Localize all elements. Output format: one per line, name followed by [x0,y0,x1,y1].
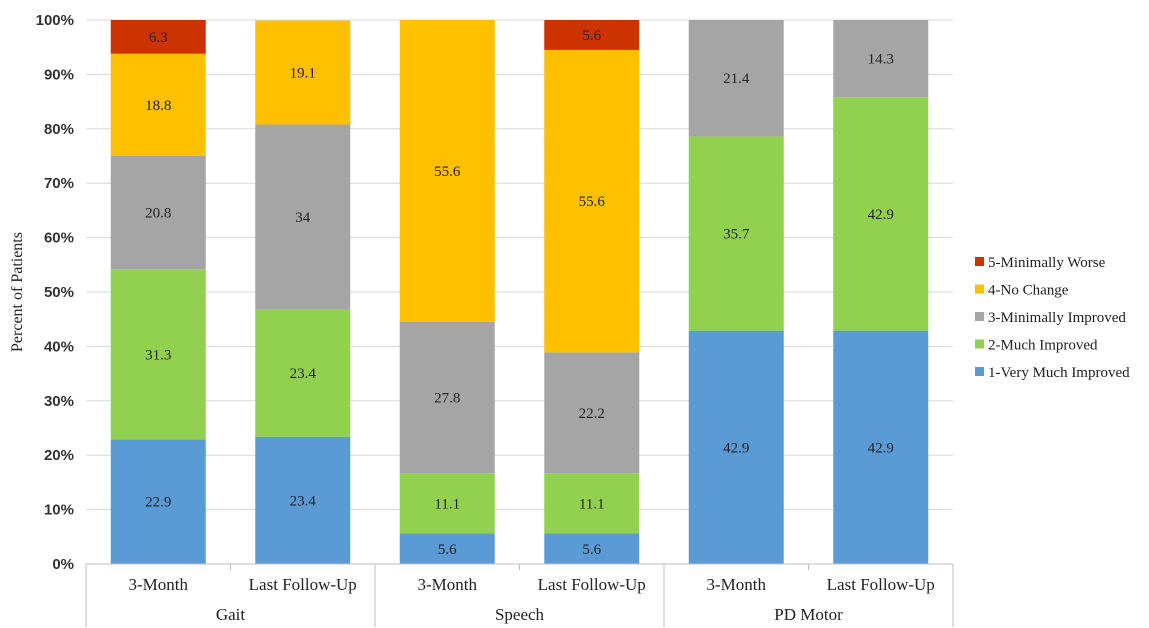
legend-swatch [975,284,984,294]
data-label: 27.8 [434,391,460,407]
legend: 5-Minimally Worse 4-No Change 3-Minimally … [975,255,1130,381]
data-label: 42.9 [868,207,894,223]
x-category-label: Last Follow-Up [827,575,935,594]
data-label: 11.1 [579,496,605,512]
bar-segment [544,473,640,534]
bar-segment [833,330,929,564]
data-label: 55.6 [579,194,606,210]
x-category-label: Last Follow-Up [538,575,646,594]
data-label: 5.6 [582,542,601,558]
legend-item: 4-No Change [975,283,1069,299]
bar-segment [255,309,351,437]
bar-segment [544,20,640,50]
y-tick-label: 10% [44,502,74,519]
legend-item: 2-Much Improved [975,338,1098,354]
legend-swatch [975,339,984,349]
bar-segment [255,436,351,564]
y-tick-label: 90% [44,66,74,83]
bar-segment [399,321,495,474]
y-axis-title: Percent of Patients [9,232,26,352]
x-group-label: PD Motor [774,605,843,624]
data-label: 5.6 [438,542,457,558]
legend-label: 5-Minimally Worse [988,255,1106,271]
y-tick-label: 20% [44,447,74,464]
bar-segment [255,124,351,310]
legend-label: 4-No Change [988,283,1069,299]
legend-label: 3-Minimally Improved [988,310,1126,326]
legend-item: 1-Very Much Improved [975,365,1130,381]
x-category-label: 3-Month [129,575,189,594]
x-category-label: 3-Month [418,575,478,594]
y-tick-label: 50% [44,284,74,301]
x-group-label: Speech [495,605,545,624]
x-axis: 3-Month Last Follow-Up 3-Month Last Follow-… [85,563,954,627]
bar-segment [110,439,206,564]
legend-label: 1-Very Much Improved [988,365,1130,381]
bar-segment [255,20,351,125]
y-tick-label: 0% [52,556,74,573]
y-tick-label: 40% [44,338,74,355]
y-tick-label: 60% [44,230,74,247]
data-label: 21.4 [723,71,750,87]
gridlines [86,19,953,565]
x-category-label: Last Follow-Up [249,575,357,594]
bar-segment [833,97,929,331]
bar-segment [110,269,206,440]
y-tick-label: 30% [44,393,74,410]
data-label: 22.2 [579,406,605,422]
bar-segment [833,20,929,98]
bar-segment [110,156,206,270]
data-label: 42.9 [723,440,749,456]
bar-segment [688,20,784,137]
y-tick-label: 80% [44,121,74,138]
data-label: 14.3 [868,52,894,68]
data-label: 5.6 [582,28,601,44]
data-label: 22.9 [145,495,171,511]
legend-swatch [975,367,984,376]
data-label: 35.7 [723,227,750,243]
bar-segment [399,20,495,322]
legend-swatch [975,257,984,266]
data-label: 20.8 [145,206,171,222]
x-category-label: 3-Month [707,575,767,594]
bar-segment [688,330,784,564]
bar-segment [544,533,640,564]
data-label: 23.4 [290,493,317,509]
y-tick-label: 100% [36,12,74,29]
data-label: 19.1 [290,65,316,81]
data-label: 23.4 [290,366,317,382]
data-label: 34 [295,210,311,226]
data-label: 31.3 [145,347,171,363]
x-group-label: Gait [216,605,246,624]
bar-segment [399,533,495,564]
legend-item: 5-Minimally Worse [975,255,1106,271]
legend-item: 3-Minimally Improved [975,310,1126,326]
data-label: 18.8 [145,98,171,114]
y-tick-label: 70% [44,175,74,192]
bar-segment [110,53,206,157]
legend-label: 2-Much Improved [988,338,1098,354]
bar-segment [399,473,495,534]
bar-segment [544,352,640,474]
y-axis-ticks: 0% 10% 20% 30% 40% 50% 60% 70% 80% 90% 100% [36,12,74,573]
data-label: 6.3 [149,30,168,46]
bar-segment [688,136,784,331]
data-label: 55.6 [434,164,461,180]
bar-stacks: 22.9 31.3 20.8 18.8 6.3 23.4 23.4 34 19.1 5.6 11.1… [110,20,929,564]
data-label: 11.1 [434,496,460,512]
legend-swatch [975,312,984,321]
bar-segment [544,49,640,353]
data-label: 42.9 [868,440,894,456]
bar-segment [110,20,206,54]
